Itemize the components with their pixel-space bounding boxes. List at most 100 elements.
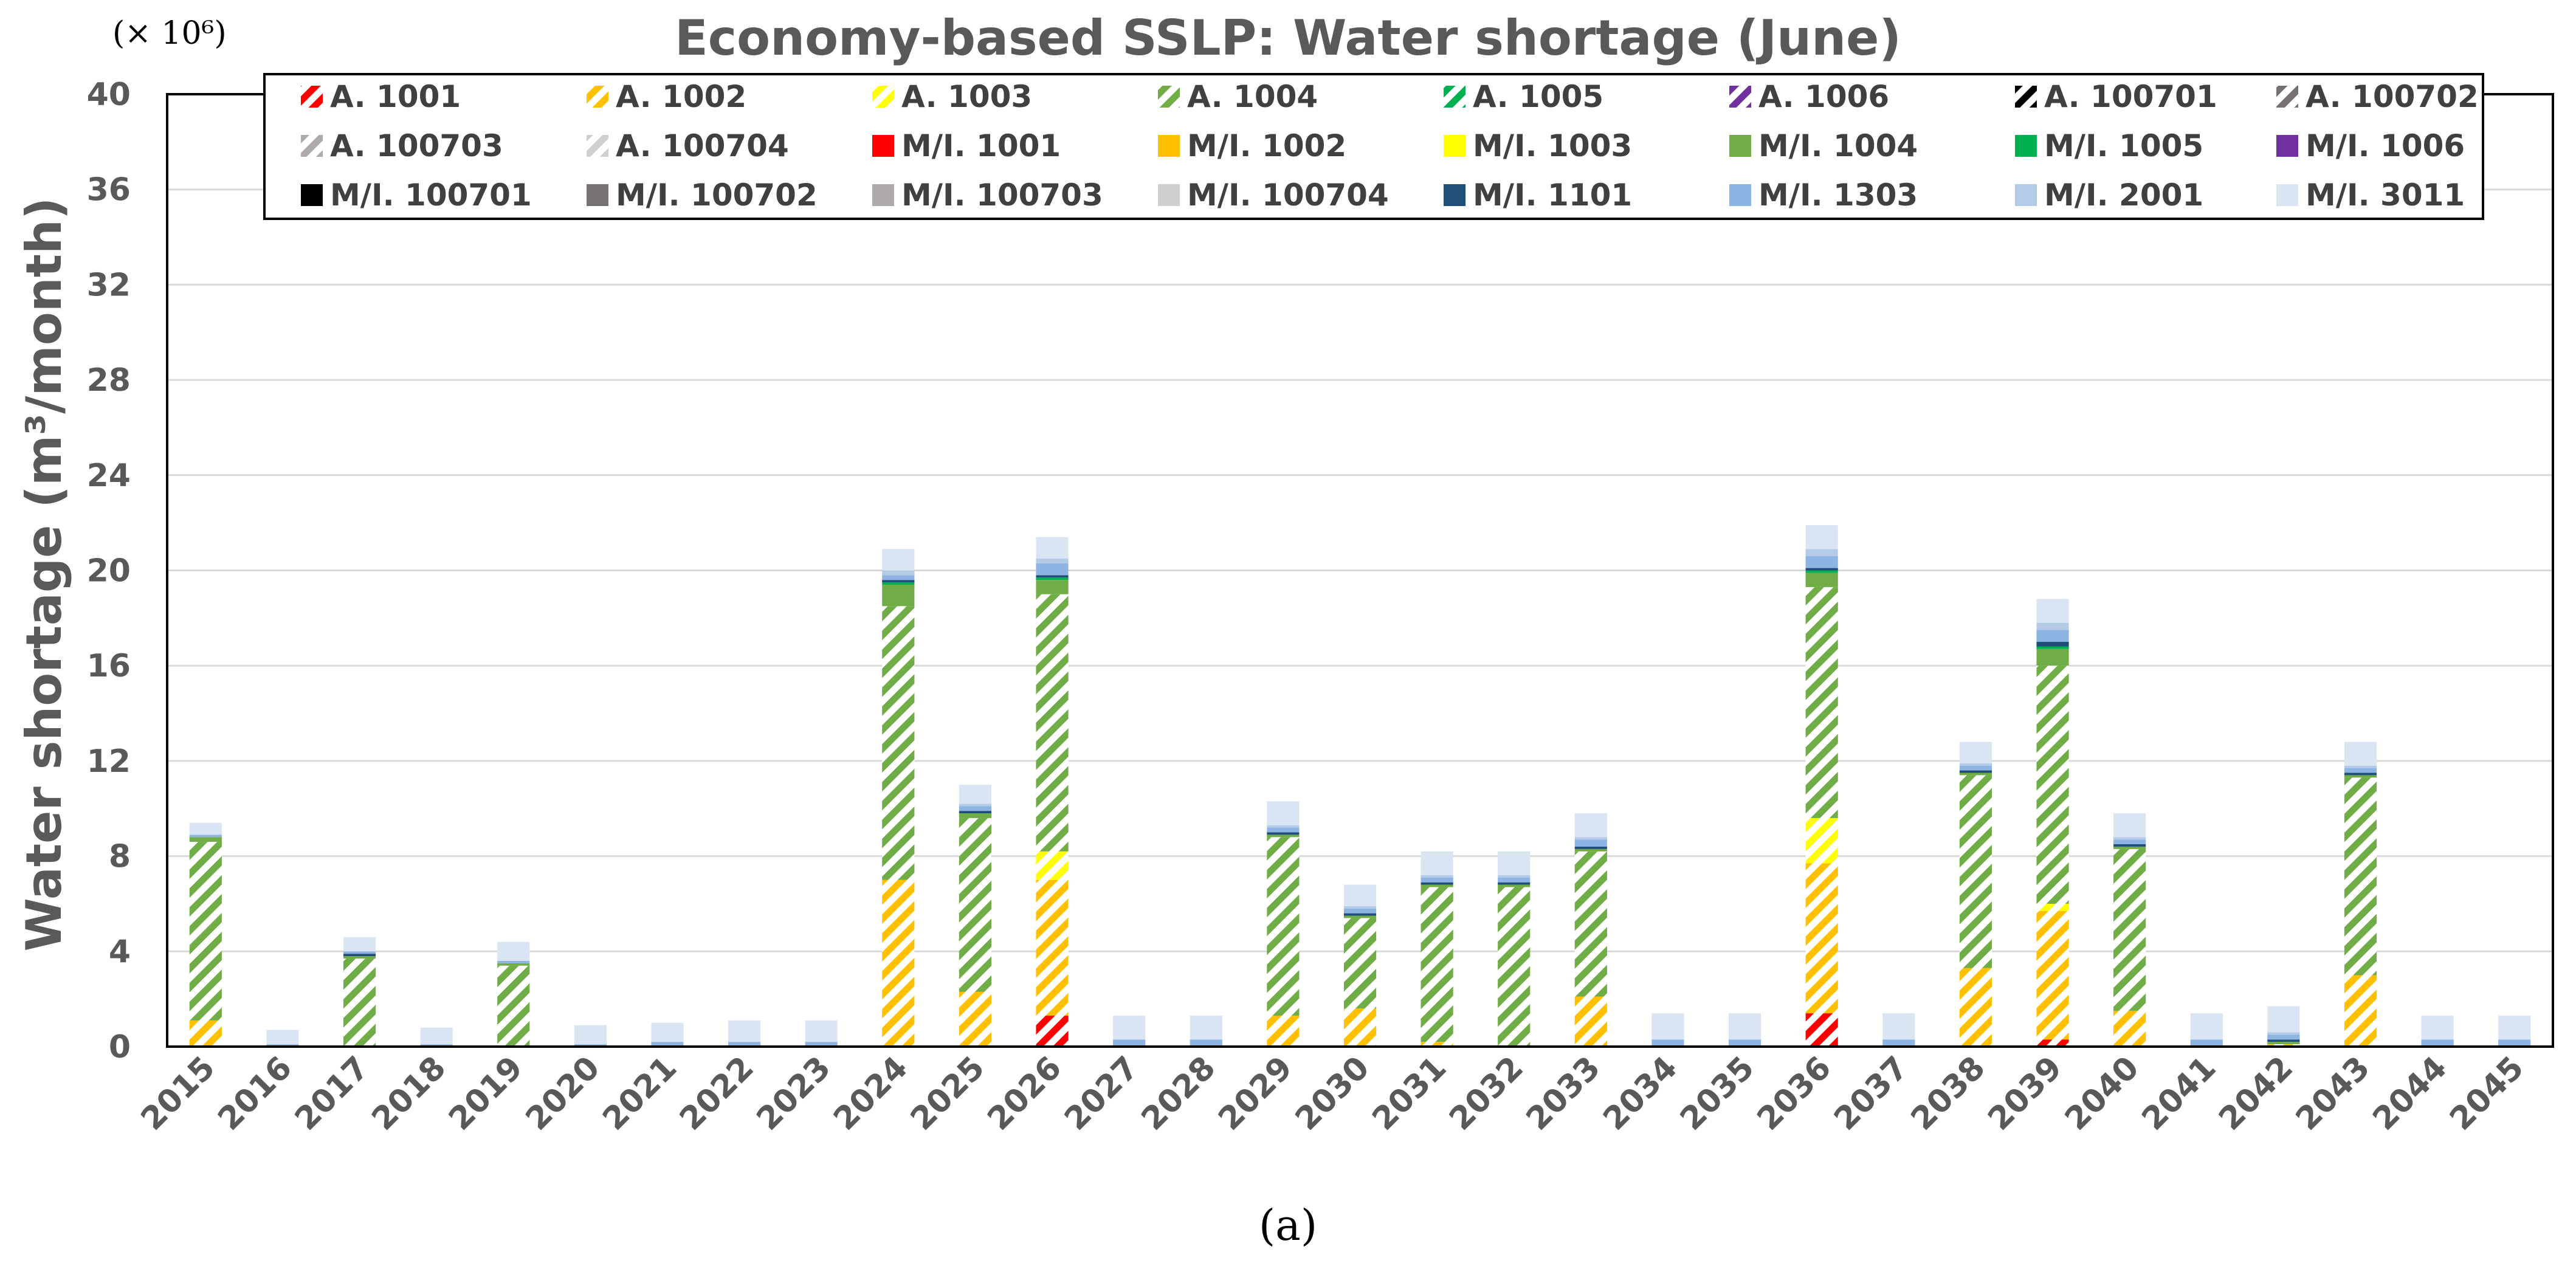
bar-segment-m-i-1004-2015 [189,837,222,842]
legend-label-a-100701: A. 100701 [2044,79,2217,114]
bar-segment-m-i-2001-2031 [1421,875,1453,878]
bar-segment-m-i-3011-2042 [2267,1006,2300,1033]
bar-segment-m-i-1101-2040 [2113,844,2146,847]
y-axis-multiplier: (× 10⁶) [112,15,227,52]
y-axis-ticks: 0 4 8 12 16 20 24 28 32 36 40 [87,77,131,1065]
bar-segment-m-i-3011-2036 [1805,525,1838,549]
bar-segment-m-i-1303-2026 [1036,563,1069,576]
legend-label-m-i-1006: M/I. 1006 [2306,128,2465,163]
x-axis-ticks: 2015201620172018201920202021202220232024… [134,1050,2531,1138]
y-tick-label: 4 [109,934,131,970]
bar-segment-a-1002-2043 [2344,975,2377,1047]
y-tick-label: 8 [109,839,131,875]
bar-segment-m-i-1004-2036 [1805,573,1838,587]
bar-segment-m-i-1303-2028 [1190,1039,1222,1047]
bar-segment-m-i-1303-2036 [1805,556,1838,568]
bar-segment-m-i-1303-2032 [1498,877,1531,883]
bar-segment-m-i-1004-2024 [882,585,915,607]
bar-segment-m-i-1303-2037 [1882,1039,1915,1047]
bar-segment-a-1002-2029 [1267,1016,1300,1047]
bar-segment-m-i-3011-2038 [1959,742,1992,763]
bar-segment-m-i-1303-2033 [1574,839,1607,847]
bar-segment-m-i-3011-2028 [1190,1016,1222,1040]
bar-segment-m-i-3011-2027 [1113,1016,1146,1040]
x-tick-label: 2042 [2212,1050,2300,1138]
legend-label-a-1004: A. 1004 [1187,79,1318,114]
bar-segment-a-1004-2039 [2036,666,2069,904]
legend-label-m-i-100701: M/I. 100701 [330,177,532,213]
bar-segment-a-1004-2024 [882,606,915,880]
legend-label-m-i-100703: M/I. 100703 [901,177,1103,213]
x-tick-label: 2036 [1751,1050,1839,1138]
bar-segment-m-i-3011-2024 [882,549,915,571]
gridlines [167,188,2553,952]
bar-segment-m-i-1004-2031 [1421,884,1453,887]
x-tick-label: 2024 [827,1050,915,1138]
x-tick-label: 2041 [2135,1050,2223,1138]
bar-segment-m-i-1303-2015 [189,835,222,838]
legend-label-a-100702: A. 100702 [2306,79,2479,114]
bar-segment-m-i-1004-2038 [1959,773,1992,776]
y-tick-label: 24 [87,458,131,494]
x-tick-label: 2038 [1904,1050,1992,1138]
bar-segment-m-i-3011-2035 [1728,1013,1762,1040]
legend-swatch-a-100702 [2276,86,2298,108]
bar-segment-a-1004-2019 [497,965,530,1047]
legend-swatch-m-i-3011 [2276,184,2298,206]
bar-segment-m-i-1303-2021 [651,1042,684,1047]
bar-segment-m-i-1101-2043 [2344,773,2377,776]
bar-segment-m-i-1303-2031 [1421,877,1453,883]
bar-segment-m-i-1101-2032 [1498,882,1531,885]
bar-segment-a-1001-2036 [1805,1013,1838,1047]
x-tick-label: 2016 [211,1050,299,1138]
bar-segment-m-i-1303-2035 [1728,1039,1762,1047]
bar-segment-m-i-3011-2022 [728,1020,761,1042]
bar-segment-a-1003-2036 [1805,817,1838,864]
bar-segment-m-i-1004-2025 [959,813,992,818]
legend-swatch-m-i-1003 [1444,135,1465,157]
bar-segment-m-i-3011-2039 [2036,599,2069,623]
bar-segment-m-i-1303-2045 [2498,1039,2531,1047]
bar-segment-a-1004-2032 [1498,887,1531,1047]
legend-label-a-1001: A. 1001 [330,79,461,114]
x-tick-label: 2040 [2058,1050,2146,1138]
y-tick-label: 16 [87,648,131,684]
legend-swatch-m-i-100704 [1158,184,1180,206]
bar-segment-m-i-1303-2040 [2113,839,2146,845]
bar-segment-a-1002-2036 [1805,863,1838,1014]
y-tick-label: 28 [87,362,131,399]
x-tick-label: 2033 [1520,1050,1608,1138]
bar-segment-a-1002-2024 [882,879,915,1047]
bar-segment-a-1002-2030 [1343,1008,1377,1047]
bar-segment-m-i-3011-2031 [1421,851,1453,875]
figure-caption: (a) [1259,1200,1317,1250]
bar-segment-m-i-1005-2024 [882,582,915,585]
bar-segment-a-1003-2026 [1036,851,1069,880]
x-tick-label: 2025 [904,1050,992,1138]
bar-segment-m-i-1303-2023 [805,1042,838,1047]
bar-segment-m-i-2001-2024 [882,570,915,576]
legend-swatch-m-i-100701 [301,184,323,206]
legend-swatch-a-1001 [301,86,323,108]
y-tick-label: 20 [87,553,131,590]
x-tick-label: 2043 [2289,1050,2377,1138]
bar-segment-m-i-1303-2024 [882,575,915,580]
bar-segment-m-i-2001-2043 [2344,765,2377,768]
bar-segment-m-i-1101-2026 [1036,575,1069,578]
bar-segment-m-i-3011-2015 [189,822,222,835]
bar-segment-m-i-1004-2017 [343,956,376,959]
bar-segment-m-i-1101-2030 [1343,913,1377,916]
bar-segment-m-i-3011-2034 [1651,1013,1684,1040]
bar-segment-a-1002-2040 [2113,1011,2146,1047]
bar-segment-m-i-3011-2025 [959,785,992,804]
bar-segment-m-i-1004-2040 [2113,846,2146,849]
y-tick-label: 32 [87,267,131,303]
bar-segment-m-i-1004-2039 [2036,649,2069,666]
bar-segment-m-i-1303-2039 [2036,630,2069,642]
bar-segment-a-1002-2025 [959,991,992,1047]
bar-segment-a-1004-2043 [2344,777,2377,976]
bar-segment-m-i-1303-2025 [959,806,992,811]
legend-swatch-a-1004 [1158,86,1180,108]
bar-segment-m-i-1101-2036 [1805,568,1838,571]
y-axis-label: Water shortage (m³/month) [16,198,72,952]
